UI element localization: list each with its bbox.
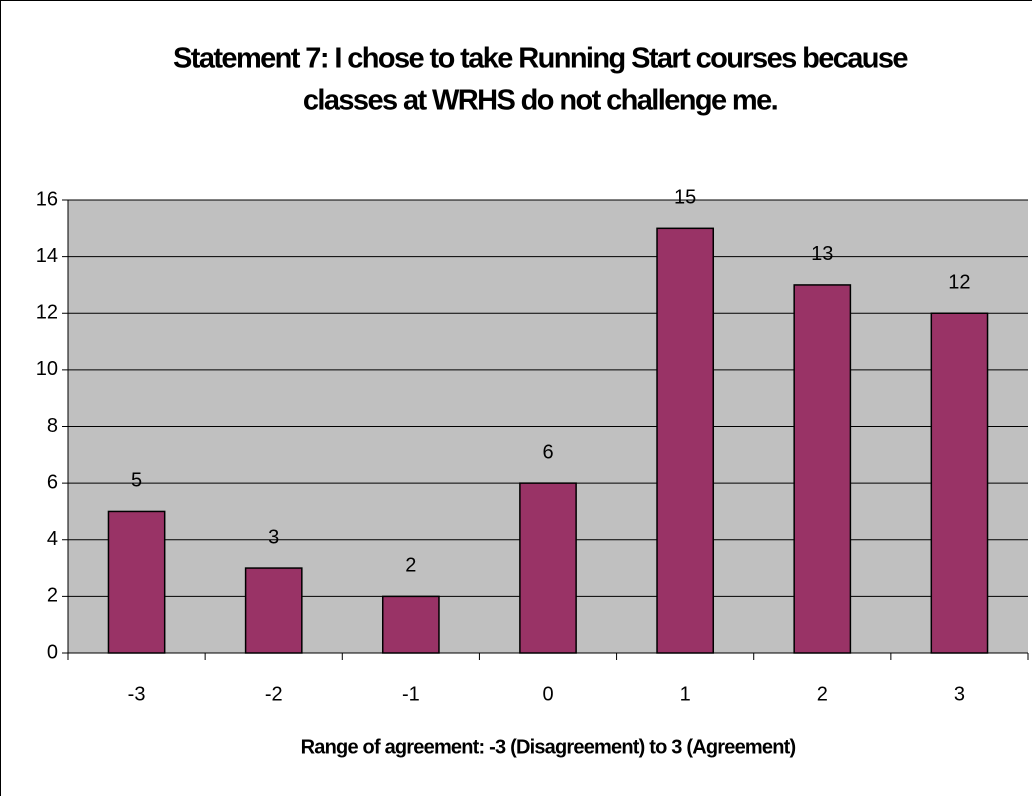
data-label: 12 [948,272,970,294]
x-tick-label: -3 [128,683,146,705]
x-tick-label: 1 [680,683,691,705]
x-tick-label: 0 [542,683,553,705]
bar [930,312,989,654]
data-label: 6 [542,441,553,463]
y-tick-label: 8 [47,415,58,437]
bar [793,284,852,654]
y-tick-label: 2 [47,585,58,607]
y-tick-label: 0 [47,641,58,663]
bar [381,595,440,654]
y-tick-label: 14 [36,245,58,267]
y-tick-label: 10 [36,358,58,380]
x-tick-label: 2 [817,683,828,705]
y-tick-label: 6 [47,471,58,493]
data-label: 15 [674,187,696,209]
y-tick-label: 4 [47,528,58,550]
bar [656,227,715,654]
x-axis-label: Range of agreement: -3 (Disagreement) to… [301,736,796,758]
data-label: 2 [405,555,416,577]
bar [244,567,303,654]
x-tick-label: 3 [954,683,965,705]
data-label: 5 [131,470,142,492]
chart-title: Statement 7: I chose to take Running Sta… [173,43,908,75]
data-label: 13 [811,243,833,265]
x-tick-label: -2 [265,683,283,705]
x-tick-label: -1 [402,683,420,705]
bar [107,510,166,654]
data-label: 3 [268,526,279,548]
chart-title: classes at WRHS do not challenge me. [303,85,778,117]
bar [519,482,577,654]
y-tick-label: 16 [36,188,58,210]
y-tick-label: 12 [36,302,58,324]
